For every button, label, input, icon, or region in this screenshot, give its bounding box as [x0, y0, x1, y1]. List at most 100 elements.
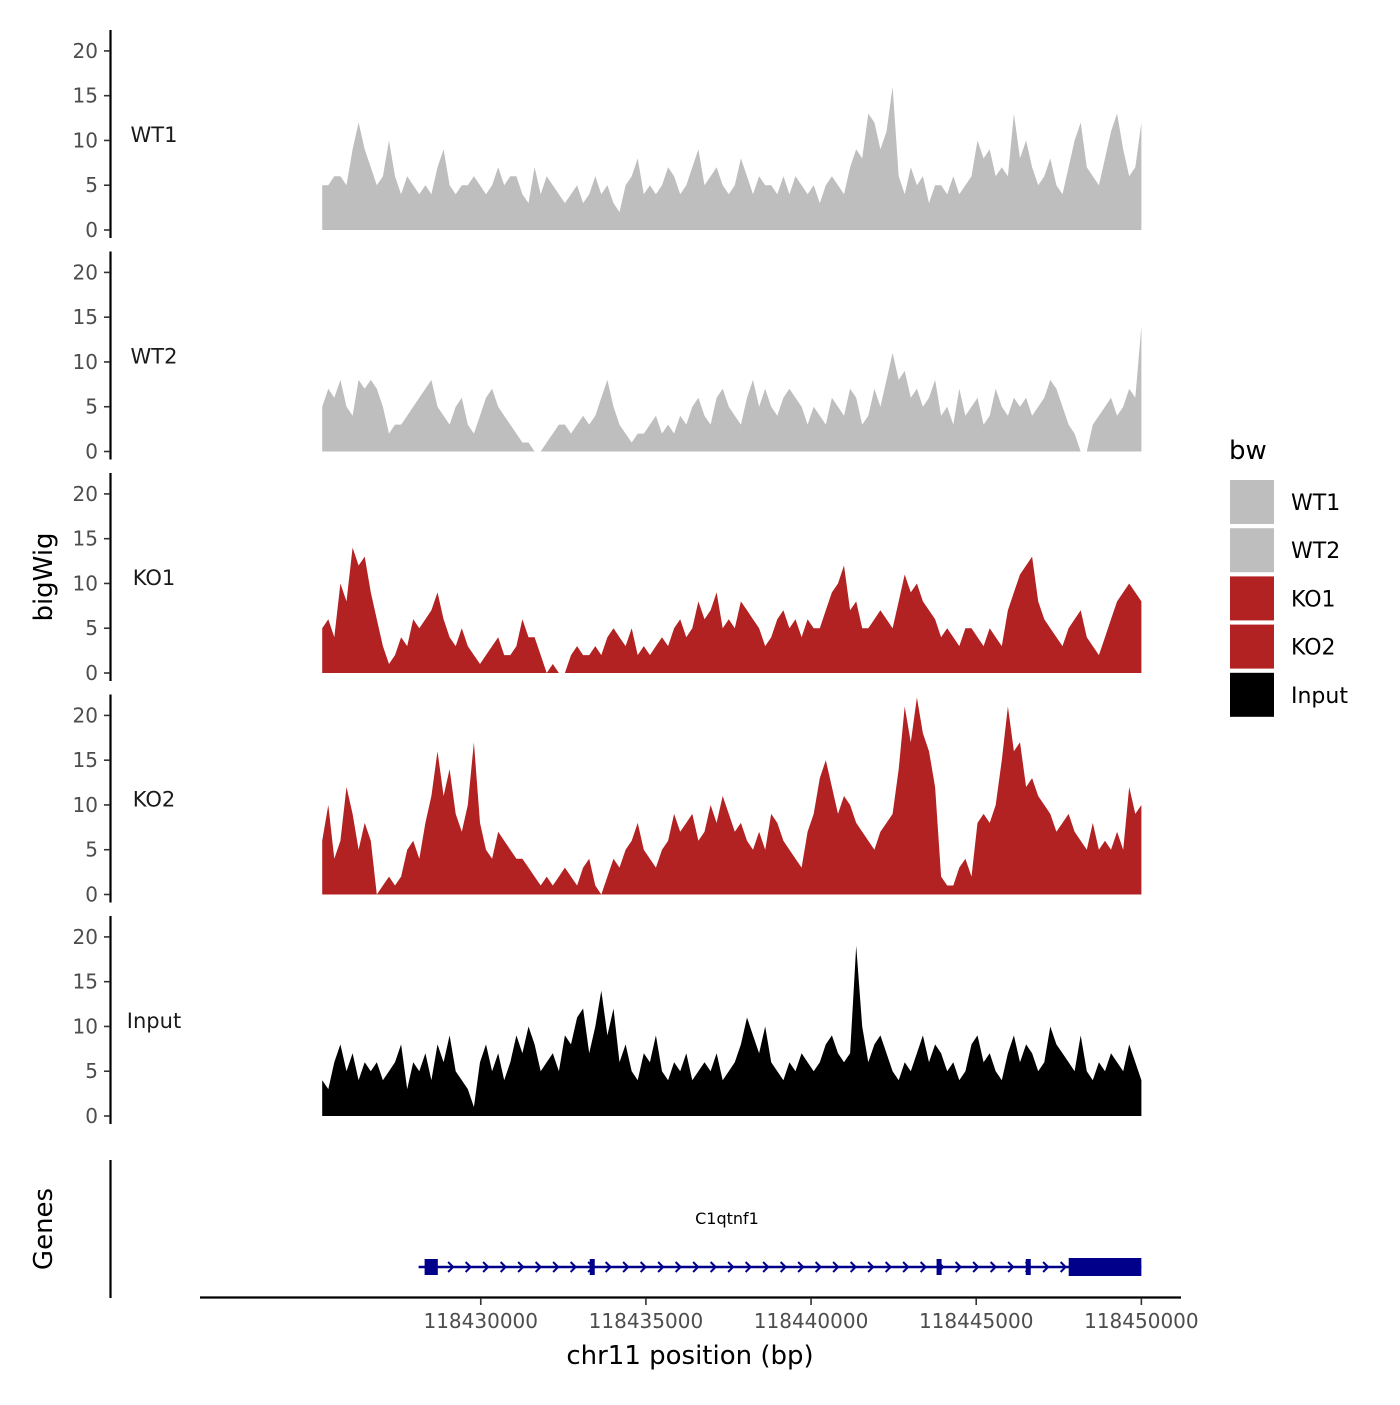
- gene-name-label: C1qtnf1: [695, 1209, 759, 1228]
- x-tick-label: 118445000: [919, 1309, 1034, 1333]
- track-label: KO1: [133, 566, 176, 590]
- strand-arrow: [674, 1261, 683, 1273]
- x-tick-label: 118450000: [1084, 1309, 1199, 1333]
- coverage-area-wt1: [322, 86, 1142, 230]
- strand-arrow: [464, 1261, 473, 1273]
- strand-arrow: [849, 1261, 858, 1273]
- strand-arrow: [902, 1261, 910, 1273]
- y-tick-label: 20: [73, 260, 98, 284]
- track-label: WT2: [131, 345, 178, 369]
- x-tick-label: 118430000: [423, 1309, 538, 1333]
- strand-arrow: [569, 1261, 578, 1273]
- strand-arrow: [919, 1261, 928, 1273]
- strand-arrow: [517, 1261, 525, 1273]
- gene-panel: C1qtnf1: [109, 1160, 1142, 1298]
- track-input: 0 5 10 15 20 Input: [73, 916, 1142, 1128]
- strand-arrow: [779, 1261, 788, 1273]
- y-tick-label: 15: [73, 305, 98, 329]
- strand-arrow: [447, 1261, 455, 1273]
- y-tick-label: 15: [73, 748, 98, 772]
- strand-arrow: [797, 1261, 805, 1273]
- gene-exon: [589, 1259, 595, 1275]
- strand-arrow: [814, 1261, 823, 1273]
- strand-arrow: [972, 1261, 980, 1273]
- legend-swatch-input: [1230, 672, 1274, 717]
- strand-arrow: [657, 1261, 665, 1273]
- legend-swatch-wt2: [1230, 528, 1274, 573]
- y-tick-label: 20: [73, 925, 98, 949]
- tracks-layer: 0 5 10 15 20 WT1 0 5 10 15 20 WT2 0 5 10 15 20 KO1 0 5 10 15 2…: [73, 30, 1142, 1128]
- y-tick-label: 0: [85, 1104, 98, 1128]
- strand-arrow: [482, 1261, 490, 1273]
- y-tick-label: 0: [85, 661, 98, 685]
- legend-label-wt2: WT2: [1291, 539, 1340, 564]
- strand-arrow: [744, 1261, 753, 1273]
- gene-exon: [1068, 1258, 1142, 1276]
- legend-label-ko1: KO1: [1291, 587, 1336, 612]
- y-tick-label: 15: [73, 527, 98, 551]
- legend-swatch-ko2: [1230, 624, 1274, 669]
- x-axis-title: chr11 position (bp): [566, 1341, 813, 1371]
- legend-label-wt1: WT1: [1291, 491, 1340, 516]
- strand-arrow: [867, 1261, 875, 1273]
- strand-arrow: [762, 1261, 770, 1273]
- y-tick-label: 20: [73, 703, 98, 727]
- track-wt2: 0 5 10 15 20 WT2: [73, 251, 1142, 464]
- y-tick-label: 0: [85, 218, 98, 242]
- x-tick-label: 118435000: [589, 1309, 704, 1333]
- y-tick-label: 10: [73, 571, 98, 595]
- strand-arrow: [534, 1261, 543, 1273]
- coverage-area-input: [322, 945, 1142, 1116]
- strand-arrow: [832, 1261, 840, 1273]
- strand-arrow: [954, 1261, 963, 1273]
- legend-title: bw: [1229, 436, 1267, 466]
- track-ko1: 0 5 10 15 20 KO1: [73, 473, 1142, 685]
- y-tick-label: 5: [85, 173, 98, 197]
- strand-arrow: [499, 1261, 508, 1273]
- legend-label-input: Input: [1291, 684, 1348, 709]
- coverage-area-wt2: [322, 326, 1142, 452]
- y-tick-label: 10: [73, 128, 98, 152]
- y-tick-label: 0: [85, 440, 98, 464]
- track-label: WT1: [131, 123, 178, 147]
- y-tick-label: 5: [85, 838, 98, 862]
- x-axis: 118430000 118435000 118440000 118445000 1184…: [200, 1296, 1199, 1333]
- strand-arrow: [639, 1261, 648, 1273]
- y-tick-label: 10: [73, 350, 98, 374]
- coverage-area-ko1: [322, 547, 1142, 673]
- y-tick-label: 20: [73, 39, 98, 63]
- strand-arrow: [1059, 1261, 1068, 1273]
- gene-exon: [1025, 1259, 1031, 1275]
- track-label: Input: [127, 1009, 181, 1033]
- y-tick-label: 15: [73, 970, 98, 994]
- strand-arrow: [709, 1261, 718, 1273]
- y-tick-label: 10: [73, 1014, 98, 1038]
- strand-arrow: [1042, 1261, 1050, 1273]
- strand-arrow: [622, 1261, 630, 1273]
- legend-swatch-wt1: [1230, 480, 1274, 524]
- y-tick-label: 5: [85, 395, 98, 419]
- y-tick-label: 15: [73, 84, 98, 108]
- strand-arrow: [552, 1261, 560, 1273]
- y-axis-title: bigWig: [29, 532, 59, 621]
- legend: bw WT1 WT2 KO1 KO2 Input: [1229, 436, 1348, 717]
- y-tick-label: 20: [73, 482, 98, 506]
- track-wt1: 0 5 10 15 20 WT1: [73, 30, 1142, 242]
- legend-label-ko2: KO2: [1291, 636, 1336, 661]
- track-label: KO2: [133, 788, 176, 812]
- strand-arrow: [604, 1261, 613, 1273]
- gene-panel-title: Genes: [29, 1188, 59, 1270]
- strand-arrow: [1007, 1261, 1015, 1273]
- y-tick-label: 0: [85, 883, 98, 907]
- strand-arrow: [692, 1261, 700, 1273]
- gene-exon: [424, 1259, 438, 1275]
- y-tick-label: 5: [85, 1059, 98, 1083]
- strand-arrow: [989, 1261, 998, 1273]
- gene-exon: [936, 1259, 942, 1275]
- track-ko2: 0 5 10 15 20 KO2: [73, 694, 1142, 907]
- coverage-area-ko2: [322, 697, 1142, 895]
- strand-arrow: [727, 1261, 735, 1273]
- x-tick-label: 118440000: [754, 1309, 869, 1333]
